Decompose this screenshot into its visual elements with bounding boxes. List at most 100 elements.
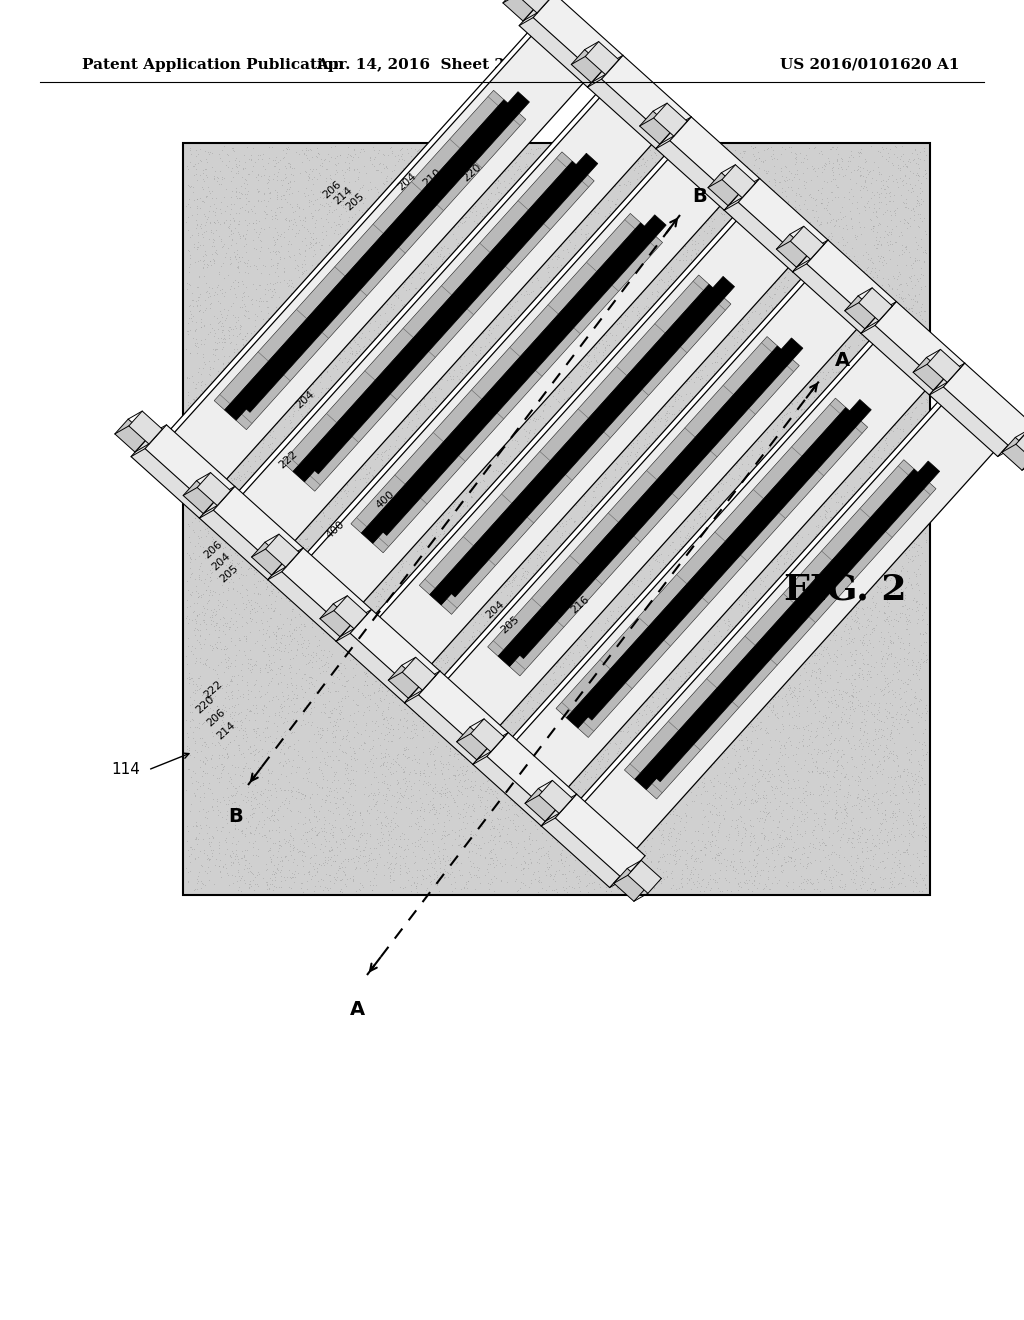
Point xyxy=(744,293,761,314)
Point xyxy=(377,399,393,420)
Point xyxy=(288,444,304,465)
Point xyxy=(312,723,329,744)
Point xyxy=(327,244,343,265)
Point xyxy=(460,846,476,867)
Point xyxy=(707,870,723,891)
Point xyxy=(867,693,884,714)
Point xyxy=(583,421,599,442)
Point xyxy=(574,249,591,271)
Point xyxy=(819,651,836,672)
Point xyxy=(799,675,815,696)
Point xyxy=(368,581,384,602)
Point xyxy=(552,211,568,232)
Point xyxy=(580,882,596,903)
Point xyxy=(733,479,750,500)
Point xyxy=(284,701,300,722)
Point xyxy=(678,849,694,870)
Point xyxy=(547,368,563,389)
Point xyxy=(464,446,480,467)
Point xyxy=(654,348,671,370)
Point xyxy=(760,690,776,711)
Point xyxy=(843,832,859,853)
Point xyxy=(805,833,821,854)
Point xyxy=(520,676,537,697)
Point xyxy=(290,536,306,557)
Point xyxy=(632,228,648,249)
Point xyxy=(440,854,457,875)
Point xyxy=(409,694,425,715)
Point xyxy=(403,800,420,821)
Point xyxy=(625,326,641,347)
Point xyxy=(688,360,705,381)
Point xyxy=(860,190,877,211)
Point xyxy=(653,339,670,360)
Point xyxy=(754,329,770,350)
Point xyxy=(761,544,777,565)
Point xyxy=(616,549,633,570)
Point xyxy=(482,756,499,777)
Point xyxy=(628,544,644,565)
Point xyxy=(524,536,541,557)
Point xyxy=(262,826,279,847)
Point xyxy=(399,469,416,490)
Point xyxy=(278,587,294,609)
Point xyxy=(895,867,911,888)
Point xyxy=(298,449,314,470)
Point xyxy=(342,867,358,888)
Point xyxy=(902,808,919,829)
Point xyxy=(903,199,920,220)
Point xyxy=(731,849,748,870)
Point xyxy=(332,414,348,436)
Point xyxy=(595,247,611,268)
Point xyxy=(463,503,479,524)
Point xyxy=(900,517,916,539)
Point xyxy=(764,297,780,318)
Point xyxy=(787,737,804,758)
Point xyxy=(617,504,634,525)
Point xyxy=(321,253,337,275)
Point xyxy=(315,558,332,579)
Point xyxy=(384,619,400,640)
Point xyxy=(241,557,257,578)
Point xyxy=(271,158,288,180)
Point xyxy=(482,748,499,770)
Point xyxy=(198,525,214,546)
Point xyxy=(287,556,303,577)
Point xyxy=(765,599,781,620)
Point xyxy=(181,668,198,689)
Point xyxy=(490,286,507,308)
Point xyxy=(850,537,866,558)
Point xyxy=(204,277,220,298)
Point xyxy=(190,511,207,532)
Point xyxy=(266,510,283,531)
Point xyxy=(788,760,805,781)
Point xyxy=(285,490,301,511)
Point xyxy=(467,247,483,268)
Point xyxy=(682,706,698,727)
Point xyxy=(636,825,652,846)
Point xyxy=(617,232,634,253)
Point xyxy=(715,246,731,267)
Point xyxy=(462,376,478,397)
Point xyxy=(312,565,329,586)
Point xyxy=(310,335,327,356)
Point xyxy=(671,389,687,411)
Point xyxy=(665,696,681,717)
Point xyxy=(599,619,615,640)
Point xyxy=(300,391,316,412)
Point xyxy=(880,830,896,851)
Point xyxy=(719,222,735,243)
Point xyxy=(351,529,368,550)
Point xyxy=(735,533,752,554)
Point xyxy=(604,383,621,404)
Point xyxy=(371,499,387,520)
Point xyxy=(724,189,740,210)
Point xyxy=(603,137,620,158)
Point xyxy=(438,198,455,219)
Point xyxy=(630,150,646,172)
Point xyxy=(571,628,588,649)
Point xyxy=(818,154,835,176)
Point xyxy=(281,381,297,403)
Point xyxy=(452,141,468,162)
Point xyxy=(325,731,341,752)
